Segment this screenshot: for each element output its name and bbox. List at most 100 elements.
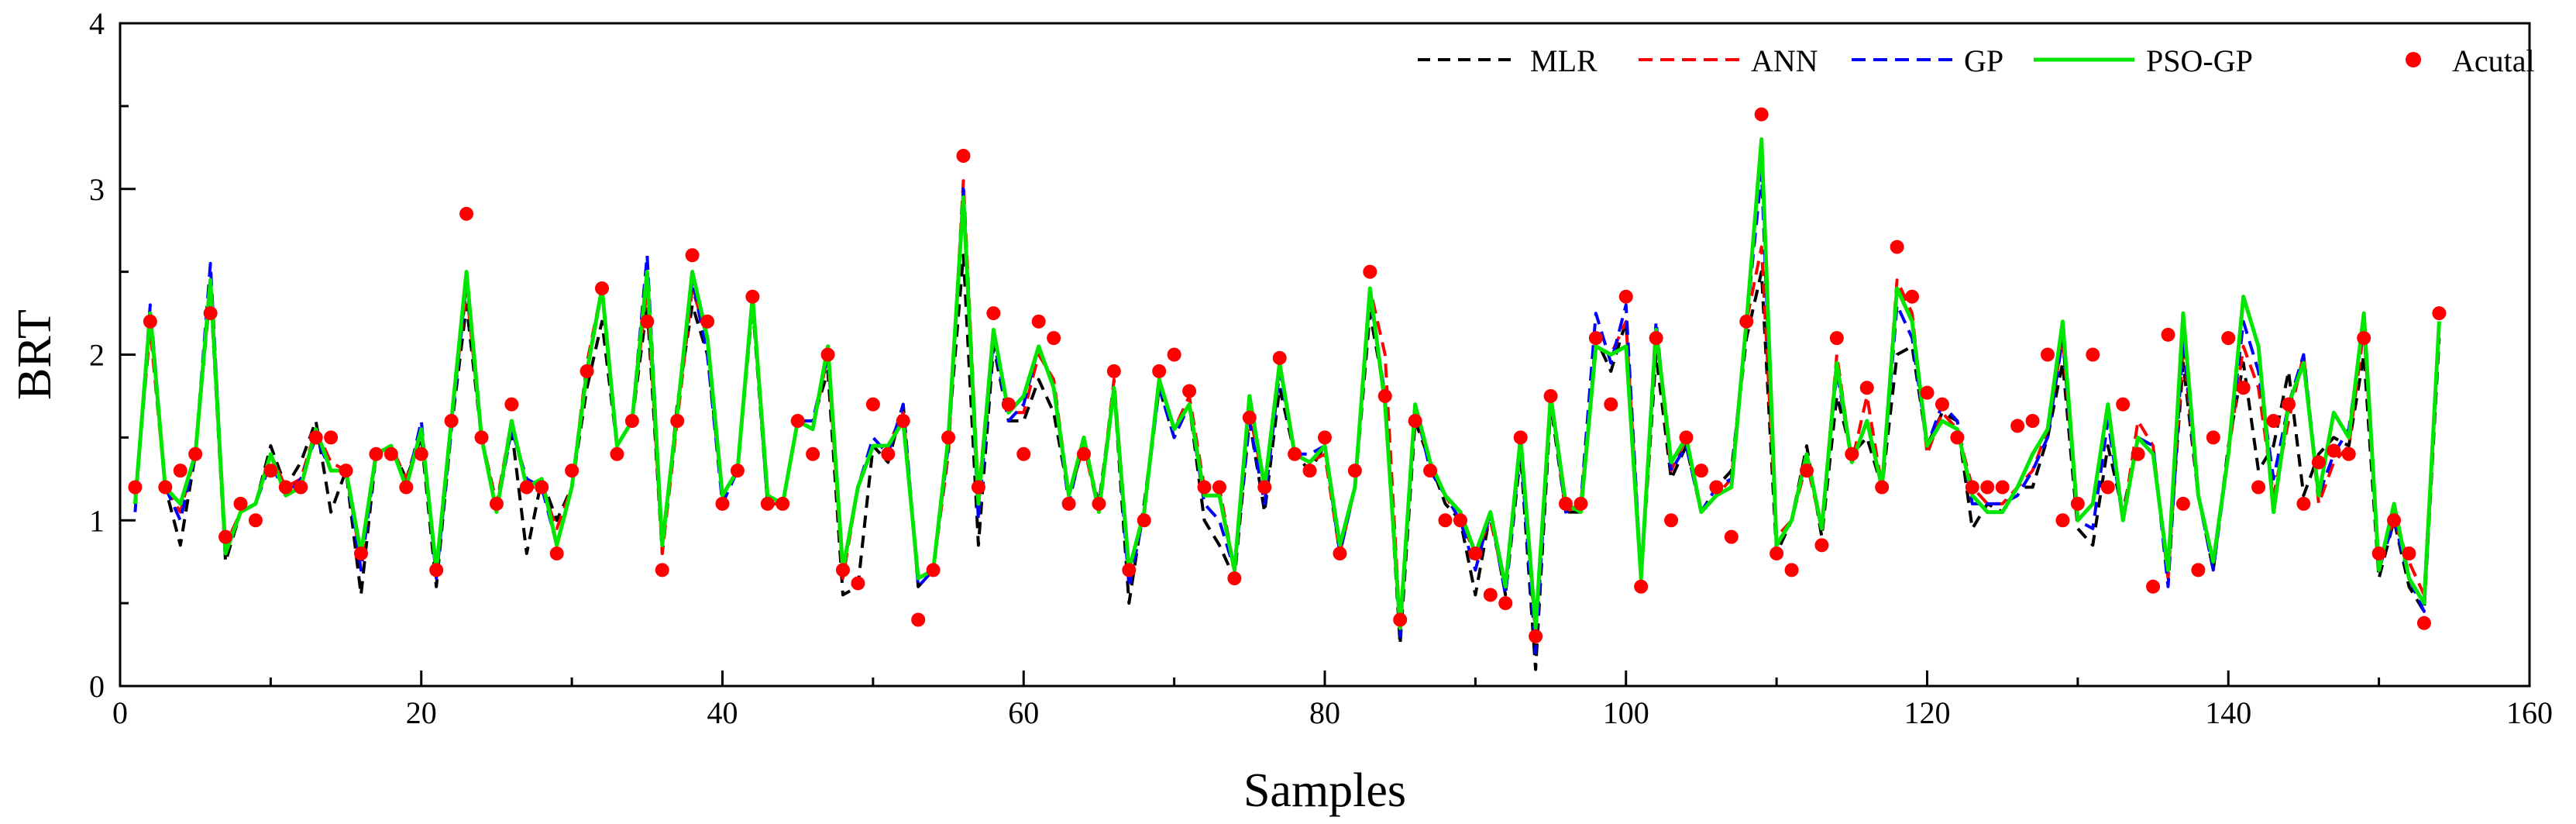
data-point-acutal xyxy=(1769,546,1784,560)
marker-layer xyxy=(128,107,2447,643)
data-point-acutal xyxy=(263,464,278,478)
data-point-acutal xyxy=(429,563,444,577)
data-point-acutal xyxy=(1604,397,1618,412)
data-point-acutal xyxy=(1543,388,1558,403)
legend-marker-acutal xyxy=(2406,52,2421,67)
data-point-acutal xyxy=(836,563,850,577)
data-point-acutal xyxy=(565,464,580,478)
data-point-acutal xyxy=(188,446,203,461)
x-tick-label: 100 xyxy=(1603,695,1649,730)
data-point-acutal xyxy=(1739,314,1754,329)
data-point-acutal xyxy=(1092,496,1106,511)
data-point-acutal xyxy=(1167,347,1181,362)
data-point-acutal xyxy=(2161,327,2175,342)
data-point-acutal xyxy=(1347,464,1362,478)
data-point-acutal xyxy=(715,496,730,511)
data-point-acutal xyxy=(1634,579,1649,594)
data-point-acutal xyxy=(1664,513,1679,528)
data-point-acutal xyxy=(670,414,685,428)
data-point-acutal xyxy=(2025,414,2040,428)
series-line-pso-gp xyxy=(132,137,2441,630)
data-point-acutal xyxy=(1077,446,1091,461)
data-point-acutal xyxy=(354,546,368,560)
data-point-acutal xyxy=(2206,430,2220,445)
data-point-acutal xyxy=(218,529,233,544)
data-point-acutal xyxy=(2236,381,2251,395)
y-tick-label: 3 xyxy=(89,172,105,207)
data-point-acutal xyxy=(1001,397,1016,412)
x-tick-label: 0 xyxy=(112,695,128,730)
data-point-acutal xyxy=(2341,446,2356,461)
data-point-acutal xyxy=(1106,364,1121,378)
legend-label-pso-gp: PSO-GP xyxy=(2146,43,2253,78)
x-tick-label: 120 xyxy=(1904,695,1951,730)
data-point-acutal xyxy=(1031,314,1046,329)
data-point-acutal xyxy=(1377,388,1392,403)
data-point-acutal xyxy=(1754,107,1769,122)
data-point-acutal xyxy=(1980,480,1995,495)
data-point-acutal xyxy=(1227,571,1242,586)
data-point-acutal xyxy=(2116,397,2131,412)
data-point-acutal xyxy=(1423,464,1438,478)
data-point-acutal xyxy=(1257,480,1272,495)
data-point-acutal xyxy=(549,546,564,560)
data-point-acutal xyxy=(248,513,263,528)
data-point-acutal xyxy=(1363,264,1377,279)
y-tick-label: 2 xyxy=(89,338,105,373)
data-point-acutal xyxy=(1890,240,1904,254)
y-tick-label: 1 xyxy=(89,503,105,538)
data-point-acutal xyxy=(851,576,865,591)
data-point-acutal xyxy=(1197,480,1212,495)
data-point-acutal xyxy=(1047,331,1061,346)
legend-label-gp: GP xyxy=(1964,43,2003,78)
y-tick-label: 4 xyxy=(89,6,105,41)
data-point-acutal xyxy=(2327,443,2341,458)
data-point-acutal xyxy=(1438,513,1453,528)
data-point-acutal xyxy=(1468,546,1483,560)
data-point-acutal xyxy=(2402,546,2416,560)
data-point-acutal xyxy=(1588,331,1603,346)
data-point-acutal xyxy=(760,496,775,511)
data-point-acutal xyxy=(806,446,820,461)
data-point-acutal xyxy=(308,430,323,445)
data-point-acutal xyxy=(233,496,248,511)
data-point-acutal xyxy=(911,612,926,627)
x-tick-label: 140 xyxy=(2205,695,2251,730)
data-point-acutal xyxy=(1272,350,1287,365)
x-axis-title: Samples xyxy=(1243,764,1406,817)
data-point-acutal xyxy=(2191,563,2206,577)
data-point-acutal xyxy=(1333,546,1347,560)
data-point-acutal xyxy=(1242,410,1257,425)
data-point-acutal xyxy=(2010,419,2025,433)
data-point-acutal xyxy=(1649,331,1663,346)
x-tick-label: 60 xyxy=(1008,695,1039,730)
data-point-acutal xyxy=(1122,563,1137,577)
data-point-acutal xyxy=(414,446,428,461)
data-point-acutal xyxy=(820,347,835,362)
data-point-acutal xyxy=(730,464,745,478)
x-tick-label: 160 xyxy=(2506,695,2553,730)
data-point-acutal xyxy=(1529,629,1543,643)
data-point-acutal xyxy=(1679,430,1694,445)
data-point-acutal xyxy=(324,430,339,445)
data-point-acutal xyxy=(1212,480,1226,495)
data-point-acutal xyxy=(2131,446,2145,461)
data-point-acutal xyxy=(399,480,414,495)
y-axis: 0 1 2 3 4 xyxy=(89,6,136,704)
data-point-acutal xyxy=(1573,496,1588,511)
data-point-acutal xyxy=(1302,464,1317,478)
data-point-acutal xyxy=(1709,480,1724,495)
data-point-acutal xyxy=(173,464,187,478)
data-point-acutal xyxy=(535,480,549,495)
data-point-acutal xyxy=(1784,563,1799,577)
x-tick-label: 80 xyxy=(1309,695,1340,730)
plot-area xyxy=(119,22,2531,688)
data-point-acutal xyxy=(745,289,760,304)
data-point-acutal xyxy=(655,563,669,577)
data-point-acutal xyxy=(489,496,504,511)
data-point-acutal xyxy=(1920,385,1935,400)
data-point-acutal xyxy=(1965,480,1979,495)
data-point-acutal xyxy=(1995,480,2010,495)
data-point-acutal xyxy=(459,206,474,221)
